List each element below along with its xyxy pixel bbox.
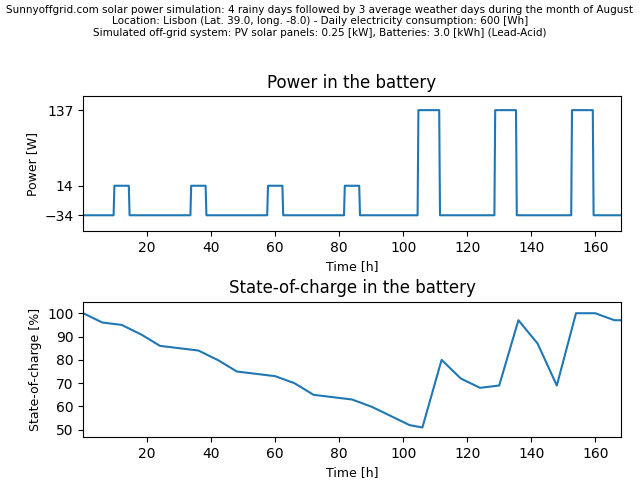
X-axis label: Time [h]: Time [h] (326, 261, 378, 274)
Text: Sunnyoffgrid.com solar power simulation: 4 rainy days followed by 3 average weat: Sunnyoffgrid.com solar power simulation:… (6, 5, 634, 38)
Y-axis label: Power [W]: Power [W] (26, 132, 39, 196)
X-axis label: Time [h]: Time [h] (326, 466, 378, 479)
Title: Power in the battery: Power in the battery (268, 73, 436, 92)
Y-axis label: State-of-charge [%]: State-of-charge [%] (29, 308, 42, 431)
Title: State-of-charge in the battery: State-of-charge in the battery (228, 279, 476, 297)
